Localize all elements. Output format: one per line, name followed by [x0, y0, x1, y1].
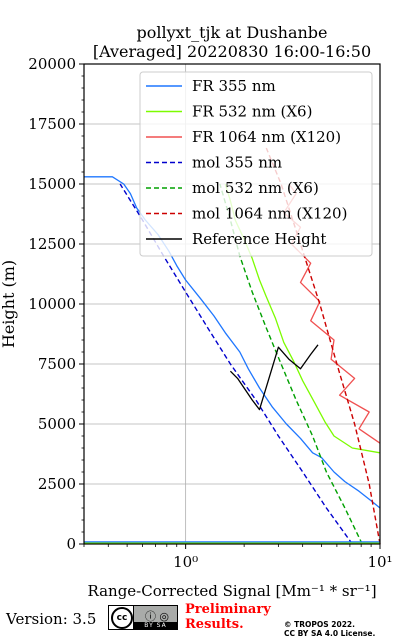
axis-ticks: 0 2500 5000 7500 10000 12500 15000 17500 20000 10… [28, 55, 392, 571]
cc-ring-text: cc [111, 607, 133, 629]
y-tick-label: 12500 [28, 235, 76, 253]
series-line-4 [219, 183, 363, 545]
legend-box [139, 71, 373, 257]
copyright-line: © TROPOS 2022. [284, 620, 355, 629]
chart-title-line-1: pollyxt_tjk at Dushanbe [136, 23, 327, 42]
y-tick-label: 15000 [28, 175, 76, 193]
legend-label-0: FR 355 nm [192, 77, 276, 95]
x-axis-label: Range-Corrected Signal [Mm⁻¹ * sr⁻¹] [87, 582, 376, 600]
legend-label-6: Reference Height [192, 230, 326, 248]
legend-label-1: FR 532 nm (X6) [192, 103, 312, 121]
chart-title-line-2: [Averaged] 20220830 16:00-16:50 [93, 42, 371, 61]
legend-label-3: mol 355 nm [192, 154, 282, 172]
license-line: CC BY SA 4.0 License. [284, 629, 376, 638]
y-tick-label: 0 [66, 535, 76, 553]
series-line-0 [84, 176, 381, 509]
cc-license-badge[interactable]: cc ⓘ ◎ BY SA [108, 605, 178, 630]
legend: FR 355 nm FR 532 nm (X6) FR 1064 nm (X120)… [139, 71, 373, 257]
by-sa-icons: ⓘ ◎ [144, 610, 170, 623]
y-tick-label: 17500 [28, 115, 76, 133]
version-label: Version: 3.5 [6, 610, 97, 628]
y-tick-label: 5000 [38, 415, 76, 433]
cc-logo-icon: cc [109, 606, 134, 629]
legend-label-4: mol 532 nm (X6) [192, 179, 319, 197]
legend-label-2: FR 1064 nm (X120) [192, 128, 341, 146]
y-tick-label: 10000 [28, 295, 76, 313]
y-tick-label: 2500 [38, 475, 76, 493]
chart-svg: pollyxt_tjk at Dushanbe [Averaged] 20220… [0, 23, 393, 600]
y-axis-label: Height (m) [0, 260, 18, 348]
legend-label-5: mol 1064 nm (X120) [192, 205, 347, 223]
series-line-6 [229, 344, 319, 411]
series-line-3 [119, 183, 353, 545]
x-tick-label: 10⁰ [173, 553, 198, 571]
by-sa-strip: BY SA [134, 622, 177, 629]
y-tick-label: 7500 [38, 355, 76, 373]
x-tick-label: 10¹ [367, 553, 392, 571]
preliminary-results-notice: Preliminary Results. [185, 602, 271, 632]
copyright-notice: © TROPOS 2022. CC BY SA 4.0 License. [284, 620, 399, 638]
y-tick-label: 20000 [28, 55, 76, 73]
